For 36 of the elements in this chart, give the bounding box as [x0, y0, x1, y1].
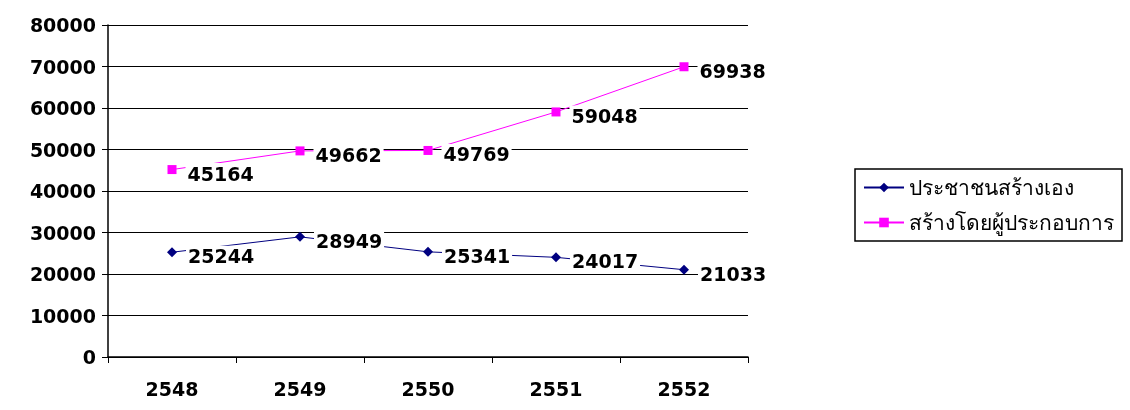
point — [679, 264, 689, 275]
y-tick-label: 10000 — [29, 304, 96, 327]
data-label: 49662 — [315, 143, 382, 166]
data-label: 59048 — [571, 104, 638, 127]
y-tick-label: 0 — [82, 346, 96, 368]
point — [679, 62, 689, 72]
y-tick-label: 60000 — [29, 97, 96, 119]
data-label: 21033 — [700, 262, 767, 285]
legend-label: ประชาชนสร้างเอง — [909, 175, 1074, 200]
point — [295, 146, 305, 156]
data-label: 49769 — [443, 143, 510, 166]
y-tick-label: 40000 — [29, 180, 96, 202]
point — [551, 107, 561, 117]
data-label: 45164 — [187, 162, 254, 185]
data-label: 25341 — [444, 244, 511, 267]
y-tick-label: 50000 — [29, 138, 96, 161]
x-tick-label: 2552 — [657, 377, 711, 400]
x-tick-label: 2548 — [145, 377, 199, 400]
data-label: 25244 — [188, 245, 255, 268]
point — [295, 231, 305, 242]
y-tick-label: 70000 — [29, 55, 96, 78]
y-tick-label: 80000 — [29, 14, 96, 36]
legend-label: สร้างโดยผู้ประกอบการ — [909, 210, 1114, 236]
x-tick-label: 2549 — [273, 377, 327, 400]
data-label: 28949 — [316, 229, 383, 252]
point — [423, 246, 433, 257]
data-label: 69938 — [699, 59, 766, 82]
point — [167, 165, 177, 175]
y-tick-label: 20000 — [29, 263, 96, 285]
x-tick-label: 2551 — [529, 377, 583, 400]
data-label: 24017 — [572, 250, 639, 273]
point — [167, 247, 177, 258]
point — [423, 145, 433, 155]
y-tick-label: 30000 — [29, 221, 96, 244]
point — [551, 252, 561, 263]
x-tick-label: 2550 — [401, 377, 455, 400]
